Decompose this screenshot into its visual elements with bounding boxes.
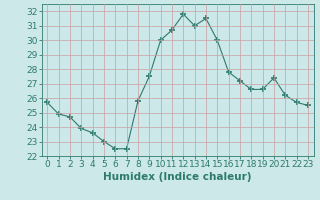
X-axis label: Humidex (Indice chaleur): Humidex (Indice chaleur) [103,172,252,182]
